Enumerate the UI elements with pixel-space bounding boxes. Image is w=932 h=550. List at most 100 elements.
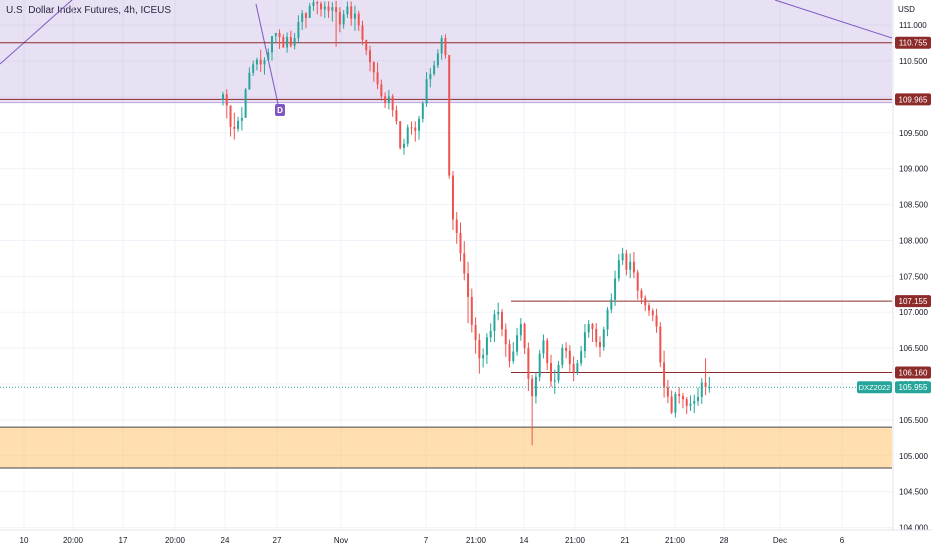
candle-body xyxy=(500,311,503,330)
candle-body xyxy=(248,72,251,90)
x-tick-label: 24 xyxy=(221,536,230,545)
x-tick-label: 20:00 xyxy=(63,536,84,545)
price-level-label: 110.755 xyxy=(899,39,928,48)
candle-body xyxy=(263,60,266,65)
candle-body xyxy=(497,311,500,315)
y-tick-label: 109.000 xyxy=(899,165,928,174)
d-marker-label: D xyxy=(277,106,283,115)
candle-body xyxy=(565,347,568,351)
x-tick-label: 17 xyxy=(119,536,128,545)
candle-body xyxy=(689,403,692,406)
candle-body xyxy=(233,126,236,129)
candle-body xyxy=(576,363,579,373)
candle-body xyxy=(663,362,666,388)
candle-body xyxy=(651,310,654,316)
candle-body xyxy=(602,329,605,348)
candle-body xyxy=(625,253,628,270)
y-tick-label: 108.500 xyxy=(899,201,928,210)
candle-body xyxy=(255,59,258,65)
candle-body xyxy=(463,253,466,274)
candle-body xyxy=(583,332,586,352)
candle-body xyxy=(323,6,326,10)
candle-body xyxy=(561,347,564,365)
candle-body xyxy=(519,323,522,336)
candle-body xyxy=(259,59,262,65)
price-level-label: 109.965 xyxy=(899,95,928,104)
price-level-tag xyxy=(895,93,931,106)
candle-body xyxy=(568,350,571,364)
candle-body xyxy=(606,309,609,330)
candle-body xyxy=(451,175,454,220)
symbol-label: DXZ2022 xyxy=(859,383,891,392)
price-level-tag xyxy=(895,36,931,49)
candle-body xyxy=(271,35,274,53)
candle-body xyxy=(335,7,338,13)
candle-body xyxy=(320,3,323,10)
candle-body xyxy=(553,380,556,382)
candle-body xyxy=(222,94,224,100)
y-tick-label: 106.500 xyxy=(899,344,928,353)
candle-body xyxy=(489,330,492,338)
candle-body xyxy=(516,335,519,352)
candle-body xyxy=(304,13,307,18)
candle-body xyxy=(274,32,277,36)
candle-body xyxy=(399,121,402,148)
candle-body xyxy=(369,50,372,63)
candle-body xyxy=(504,329,507,345)
candle-body xyxy=(418,118,421,131)
y-tick-label: 104.000 xyxy=(899,524,928,533)
candle-body xyxy=(485,337,488,355)
last-price-label: 105.955 xyxy=(899,383,928,392)
y-tick-label: 108.000 xyxy=(899,236,928,245)
candle-body xyxy=(414,127,417,131)
candle-body xyxy=(455,219,458,233)
candle-body xyxy=(244,89,247,118)
price-level-label: 106.160 xyxy=(899,369,928,378)
candle-body xyxy=(421,103,424,119)
candle-body xyxy=(527,348,530,379)
candle-body xyxy=(301,13,304,22)
symbol-tag xyxy=(857,381,892,394)
trend-line-left xyxy=(0,0,73,65)
candle-body xyxy=(391,96,394,111)
candle-body xyxy=(700,382,703,398)
candle-body xyxy=(681,395,684,400)
candle-body xyxy=(595,328,598,342)
candle-body xyxy=(410,127,413,129)
candle-body xyxy=(617,260,620,279)
candle-body xyxy=(316,2,319,4)
price-level-tag xyxy=(895,295,931,308)
candle-body xyxy=(467,273,470,297)
y-tick-label: 111.000 xyxy=(899,21,927,30)
candle-body xyxy=(474,324,477,340)
candle-body xyxy=(353,13,356,19)
candle-body xyxy=(580,351,583,364)
candle-body xyxy=(591,324,594,329)
candle-body xyxy=(289,36,292,46)
y-tick-label: 107.500 xyxy=(899,272,928,281)
candle-body xyxy=(308,5,311,18)
candle-body xyxy=(342,14,345,25)
y-tick-label: 105.500 xyxy=(899,416,928,425)
x-tick-label: 10 xyxy=(20,536,29,545)
candle-body xyxy=(267,52,270,61)
x-tick-label: 20:00 xyxy=(165,536,186,545)
price-level-tag xyxy=(895,366,931,379)
candle-body xyxy=(697,397,700,401)
candle-body xyxy=(237,120,240,129)
price-level-label: 107.155 xyxy=(899,297,928,306)
candle-body xyxy=(549,363,552,382)
candle-body xyxy=(621,253,624,261)
currency-label: USD xyxy=(898,5,915,14)
x-tick-label: 28 xyxy=(720,536,729,545)
candle-body xyxy=(327,6,330,11)
candle-body xyxy=(361,25,364,40)
x-tick-label: 14 xyxy=(520,536,529,545)
candle-body xyxy=(659,326,662,363)
candle-body xyxy=(338,12,341,25)
candle-body xyxy=(636,272,639,291)
candle-body xyxy=(704,382,707,388)
y-tick-label: 110.500 xyxy=(899,57,928,66)
